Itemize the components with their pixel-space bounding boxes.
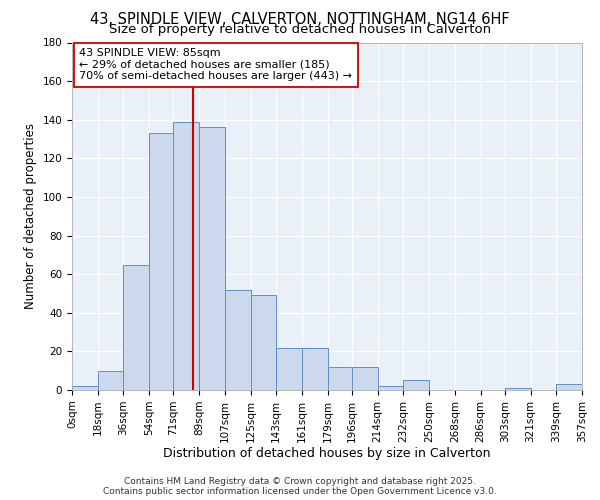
Bar <box>328 367 353 390</box>
Bar <box>378 386 403 390</box>
Bar <box>556 384 582 390</box>
X-axis label: Distribution of detached houses by size in Calverton: Distribution of detached houses by size … <box>163 448 491 460</box>
Text: Contains HM Land Registry data © Crown copyright and database right 2025.
Contai: Contains HM Land Registry data © Crown c… <box>103 476 497 496</box>
Bar <box>149 133 175 390</box>
Bar <box>225 290 251 390</box>
Y-axis label: Number of detached properties: Number of detached properties <box>24 123 37 309</box>
Bar <box>302 348 328 390</box>
Bar <box>98 370 124 390</box>
Text: 43, SPINDLE VIEW, CALVERTON, NOTTINGHAM, NG14 6HF: 43, SPINDLE VIEW, CALVERTON, NOTTINGHAM,… <box>90 12 510 28</box>
Bar <box>352 367 378 390</box>
Text: Size of property relative to detached houses in Calverton: Size of property relative to detached ho… <box>109 22 491 36</box>
Bar <box>403 380 429 390</box>
Bar <box>199 128 225 390</box>
Bar <box>173 122 199 390</box>
Bar <box>276 348 302 390</box>
Bar <box>72 386 98 390</box>
Text: 43 SPINDLE VIEW: 85sqm
← 29% of detached houses are smaller (185)
70% of semi-de: 43 SPINDLE VIEW: 85sqm ← 29% of detached… <box>79 48 352 82</box>
Bar <box>251 296 276 390</box>
Bar <box>124 264 149 390</box>
Bar <box>505 388 530 390</box>
